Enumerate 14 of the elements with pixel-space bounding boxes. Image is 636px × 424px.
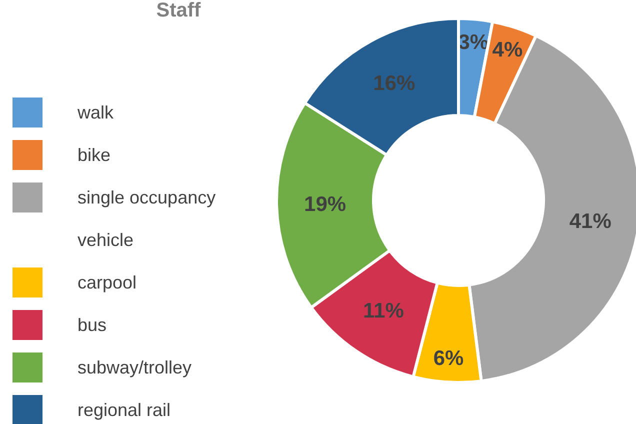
legend-label: subway/trolley — [78, 358, 192, 378]
data-label: 16% — [373, 72, 416, 96]
data-label: 19% — [304, 193, 346, 216]
data-label: 4% — [492, 38, 523, 62]
legend-label: bus — [78, 315, 107, 335]
data-label: 6% — [433, 347, 464, 370]
legend-label: walk — [76, 102, 115, 122]
data-label: 41% — [569, 210, 612, 233]
legend-label: regional rail — [78, 400, 171, 420]
data-label: 3% — [458, 31, 489, 54]
data-label: 11% — [363, 299, 404, 322]
legend-label: bike — [78, 145, 111, 165]
chart-title: Staff — [156, 0, 202, 22]
legend-label: carpool — [78, 272, 137, 292]
